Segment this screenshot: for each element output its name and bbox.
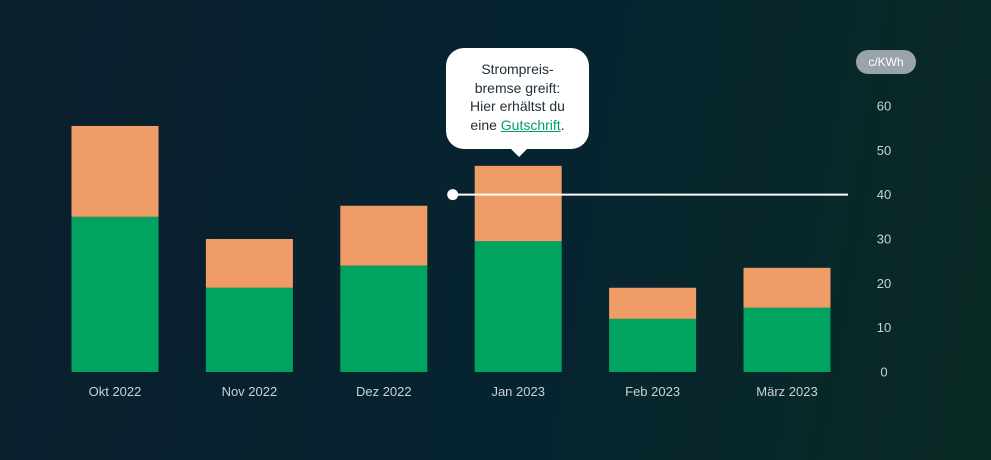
- x-tick-label: Feb 2023: [625, 384, 680, 399]
- y-tick-label: 0: [880, 365, 887, 380]
- y-tick-label: 60: [877, 99, 891, 114]
- y-tick-label: 40: [877, 187, 891, 202]
- bar-upper-3: [474, 165, 562, 242]
- annotation-prefix: eine: [470, 116, 501, 133]
- x-tick-label: Jan 2023: [491, 384, 545, 399]
- bar-lower-4: [609, 318, 697, 372]
- y-tick-label: 20: [877, 276, 891, 291]
- annotation-line-1: Strompreis-: [481, 61, 554, 77]
- y-tick-label: 10: [877, 320, 891, 335]
- x-tick-label: Okt 2022: [89, 384, 142, 399]
- bar-lower-0: [71, 216, 159, 372]
- bar-upper-1: [205, 239, 293, 288]
- annotation-suffix: .: [560, 116, 565, 133]
- annotation-line-2: bremse greift:: [474, 79, 561, 96]
- bar-upper-0: [71, 125, 159, 217]
- bar-lower-5: [743, 307, 831, 372]
- x-tick-label: Dez 2022: [356, 384, 412, 399]
- bar-upper-4: [609, 287, 697, 319]
- y-tick-label: 50: [877, 143, 891, 158]
- annotation-line-3: Hier erhältst du: [470, 98, 565, 114]
- x-tick-label: Nov 2022: [222, 384, 278, 399]
- annotation-line-4: eine Gutschrift.: [454, 116, 581, 135]
- x-tick-label: März 2023: [756, 384, 817, 399]
- unit-badge: c/KWh: [856, 50, 916, 74]
- y-tick-label: 30: [877, 232, 891, 247]
- bar-lower-2: [340, 265, 428, 372]
- bar-lower-1: [205, 287, 293, 372]
- callout-pointer: [510, 148, 528, 157]
- bar-upper-5: [743, 267, 831, 308]
- reference-line-marker: [447, 189, 459, 201]
- bar-upper-2: [340, 205, 428, 266]
- annotation-callout: Strompreis- bremse greift: Hier erhältst…: [446, 48, 589, 149]
- gutschrift-link[interactable]: Gutschrift: [500, 116, 561, 133]
- bar-lower-3: [474, 241, 562, 372]
